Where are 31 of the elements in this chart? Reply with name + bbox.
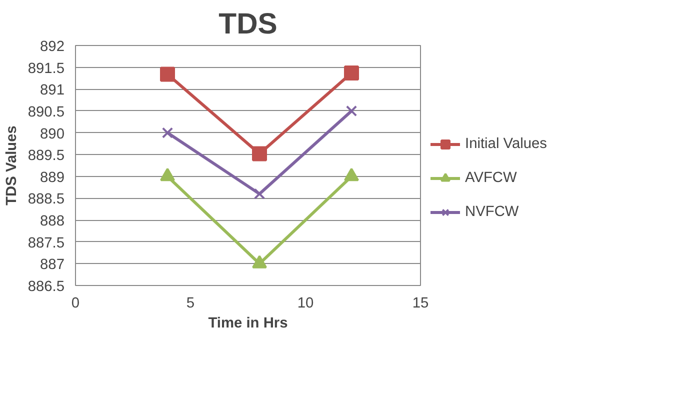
point [346, 105, 358, 117]
y-tick-label: 890 [40, 126, 65, 142]
y-tick-label: 887 [40, 257, 65, 274]
y-axis-title: TDS Values [4, 126, 20, 206]
y-tick-label: 892 [40, 39, 65, 55]
y-tick-label: 891 [40, 82, 65, 99]
y-tick-label: 890.5 [28, 104, 65, 120]
x-tick-label: 5 [186, 296, 195, 312]
point [160, 66, 175, 82]
y-tick-label: 888 [40, 214, 65, 230]
point [160, 168, 175, 182]
x-tick-label: 10 [297, 296, 314, 312]
point [252, 255, 267, 268]
point [344, 168, 359, 182]
chart-title: TDS [218, 8, 278, 40]
legend-label: NVFCW [465, 204, 519, 220]
legend-label: AVFCW [465, 170, 517, 186]
x-tick-label: 0 [71, 296, 80, 312]
legend-label: Initial Values [465, 136, 548, 152]
y-tick-label: 886.5 [28, 279, 65, 295]
y-tick-label: 891.5 [28, 60, 65, 77]
y-tick-label: 889 [40, 170, 65, 186]
x-tick-label: 15 [412, 296, 429, 312]
x-axis-title: Time in Hrs [208, 316, 288, 332]
point [252, 146, 267, 162]
point [254, 188, 266, 200]
y-tick-label: 888.5 [28, 192, 65, 208]
point [344, 65, 359, 80]
point [162, 127, 174, 138]
y-tick-label: 889.5 [28, 148, 65, 164]
y-tick-label: 887.5 [28, 235, 65, 252]
